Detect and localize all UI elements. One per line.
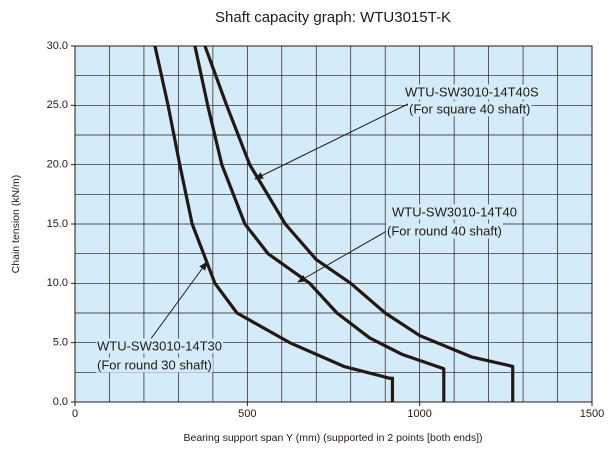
chart-title: Shaft capacity graph: WTU3015T-K <box>215 9 451 26</box>
y-tick-label: 25.0 <box>47 99 68 111</box>
x-axis-label: Bearing support span Y (mm) (supported i… <box>183 432 482 444</box>
annotation-background <box>96 357 213 373</box>
annotation-text: (For round 30 shaft) <box>97 357 212 372</box>
annotation-text: (For square 40 shaft) <box>409 101 530 116</box>
x-tick-label: 1000 <box>407 408 431 420</box>
annotation-text: (For round 40 shaft) <box>387 223 502 238</box>
annotation-background <box>408 101 532 117</box>
annotation-arrow <box>297 227 393 283</box>
annotation-text: WTU-SW3010-14T40S <box>405 84 539 99</box>
annotation-background <box>96 338 223 354</box>
x-tick-label: 1500 <box>580 408 604 420</box>
series-line <box>193 45 446 402</box>
y-tick-label: 20.0 <box>47 159 68 171</box>
y-tick-label: 30.0 <box>47 40 68 52</box>
y-tick-label: 5.0 <box>53 337 68 349</box>
series-line <box>153 45 395 402</box>
y-axis-label: Chain tension (kN/m) <box>10 175 22 274</box>
annotation-text: WTU-SW3010-14T30 <box>97 338 222 353</box>
y-tick-label: 10.0 <box>47 277 68 289</box>
annotation-arrow <box>254 102 411 180</box>
x-tick-label: 0 <box>72 408 78 420</box>
plot-frame <box>74 45 593 403</box>
annotation-arrow <box>149 261 208 341</box>
annotation-text: WTU-SW3010-14T40 <box>392 204 517 219</box>
annotation-background <box>391 204 518 220</box>
y-tick-label: 15.0 <box>47 218 68 230</box>
annotation-background <box>386 223 503 239</box>
annotation-background <box>404 84 540 100</box>
y-tick-label: 0.0 <box>53 396 68 408</box>
x-tick-label: 500 <box>238 408 256 420</box>
series-line <box>203 45 515 402</box>
